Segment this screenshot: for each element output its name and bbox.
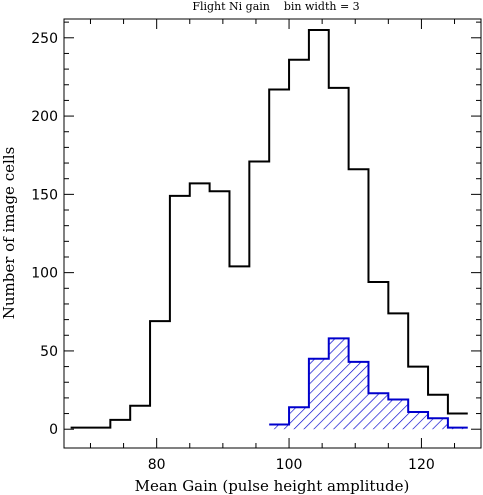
hatched-series-outline bbox=[269, 337, 468, 429]
y-tick-label: 150 bbox=[31, 187, 58, 203]
hatched-bar bbox=[408, 411, 429, 430]
hatched-bar bbox=[368, 393, 389, 430]
plot-frame bbox=[63, 18, 482, 449]
x-axis-label: Mean Gain (pulse height amplitude) bbox=[135, 477, 410, 495]
x-tick-label: 120 bbox=[408, 457, 435, 473]
chart-title: Flight Ni gain bin width = 3 bbox=[192, 0, 359, 13]
x-tick-label: 100 bbox=[276, 457, 303, 473]
outline-series-line bbox=[70, 28, 468, 429]
hatched-bar bbox=[289, 407, 309, 430]
hatched-bar bbox=[428, 418, 448, 430]
y-tick-label: 50 bbox=[40, 344, 58, 360]
hatched-bar bbox=[269, 424, 290, 430]
y-tick-label: 100 bbox=[31, 266, 58, 282]
y-tick-label: 250 bbox=[31, 31, 58, 47]
x-tick-label: 80 bbox=[148, 457, 166, 473]
y-tick-label: 0 bbox=[49, 422, 58, 438]
hatched-histogram-layer bbox=[269, 337, 468, 430]
hatched-bar bbox=[308, 358, 329, 430]
hatched-bar bbox=[328, 338, 349, 430]
hatched-bar bbox=[348, 361, 369, 430]
y-axis-label: Number of image cells bbox=[0, 147, 18, 320]
hatched-bar bbox=[388, 399, 409, 430]
y-tick-label: 200 bbox=[31, 109, 58, 125]
outline-histogram-layer bbox=[70, 28, 468, 429]
axis-ticks-layer: 80 100 120 0 50 100 150 200 250 bbox=[31, 19, 481, 473]
